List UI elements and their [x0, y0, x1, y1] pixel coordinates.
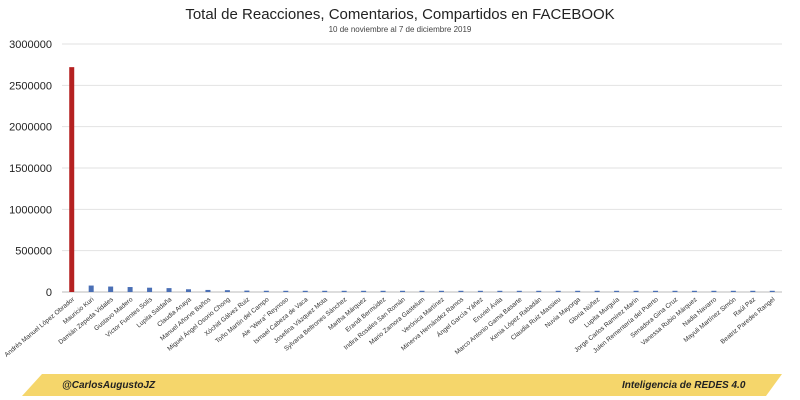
bar [653, 290, 659, 292]
bar [263, 290, 269, 292]
bars [69, 67, 775, 292]
y-tick-label: 3000000 [9, 39, 52, 51]
bar [477, 290, 483, 292]
footer-banner-shape [22, 374, 782, 396]
bar [614, 290, 620, 292]
bar [555, 290, 561, 292]
footer-banner [22, 374, 782, 396]
bar [419, 290, 425, 292]
bar [497, 290, 503, 292]
bar [400, 290, 406, 292]
bar [185, 289, 191, 292]
y-tick-label: 1000000 [9, 204, 52, 216]
bar [458, 290, 464, 292]
bar [633, 290, 639, 292]
footer-handle: @CarlosAugustoJZ [62, 380, 156, 391]
bar [166, 288, 172, 292]
chart-title: Total de Reacciones, Comentarios, Compar… [185, 6, 615, 23]
bar [108, 286, 114, 292]
bar [711, 290, 717, 292]
bar [205, 289, 211, 292]
bar [536, 290, 542, 292]
x-tick-label: Andrés Manuel López Obrador [3, 296, 76, 359]
bar [769, 290, 775, 292]
bar [302, 290, 308, 292]
bar [516, 290, 522, 292]
bar [244, 290, 250, 292]
bar [147, 287, 153, 292]
y-tick-label: 2000000 [9, 122, 52, 134]
bar [691, 290, 697, 292]
bar [575, 290, 581, 292]
bar [224, 290, 230, 292]
bar [361, 290, 367, 292]
bar [127, 287, 133, 292]
chart-subtitle: 10 de noviembre al 7 de diciembre 2019 [328, 25, 472, 34]
gridlines [62, 43, 782, 293]
bar-chart: 0 500000 1000000 1500000 2000000 2500000 30000… [3, 39, 782, 359]
bar [438, 290, 444, 292]
y-tick-label: 2500000 [9, 80, 52, 92]
bar [69, 67, 75, 292]
y-tick-label: 0 [46, 287, 52, 299]
bar [88, 285, 94, 292]
y-tick-label: 1500000 [9, 163, 52, 175]
y-tick-label: 500000 [15, 246, 52, 258]
y-axis: 0 500000 1000000 1500000 2000000 2500000 30000… [9, 39, 52, 299]
bar [283, 290, 289, 292]
footer-brand: Inteligencia de REDES 4.0 [622, 380, 746, 391]
bar [730, 290, 736, 292]
bar [380, 290, 386, 292]
bar [594, 290, 600, 292]
bar [672, 290, 678, 292]
bar [750, 290, 756, 292]
bar [322, 290, 328, 292]
bar [341, 290, 347, 292]
